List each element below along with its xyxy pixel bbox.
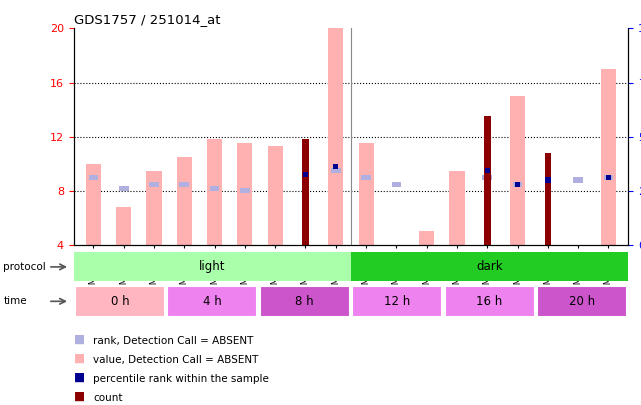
Bar [167, 286, 257, 317]
Text: 12 h: 12 h [384, 295, 410, 308]
Bar [328, 28, 344, 245]
Bar [351, 252, 628, 281]
Bar [260, 286, 350, 317]
Bar [177, 157, 192, 245]
Bar [268, 146, 283, 245]
Bar [445, 286, 535, 317]
Bar [604, 175, 613, 180]
Text: ■: ■ [74, 371, 85, 384]
Text: value, Detection Call = ABSENT: value, Detection Call = ABSENT [93, 355, 258, 365]
Text: 0 h: 0 h [111, 295, 129, 308]
Text: 8 h: 8 h [296, 295, 314, 308]
Text: protocol: protocol [3, 262, 46, 272]
Bar [210, 185, 219, 191]
Bar [352, 286, 442, 317]
Bar [237, 143, 253, 245]
Bar [601, 69, 616, 245]
Bar [333, 164, 338, 169]
Bar [515, 181, 520, 187]
Bar [88, 175, 98, 180]
Bar [537, 286, 627, 317]
Bar [179, 181, 189, 187]
Bar [545, 153, 551, 245]
Bar [75, 286, 165, 317]
Bar [358, 143, 374, 245]
Text: ■: ■ [74, 333, 85, 346]
Bar [303, 172, 308, 177]
Bar [513, 181, 522, 187]
Bar [149, 181, 159, 187]
Text: count: count [93, 393, 122, 403]
Text: ■: ■ [74, 390, 85, 403]
Bar [116, 207, 131, 245]
Bar [362, 175, 371, 180]
Bar [240, 188, 250, 194]
Bar [606, 175, 611, 180]
Bar [392, 181, 401, 187]
Bar [485, 168, 490, 173]
Bar [484, 116, 490, 245]
Bar [545, 177, 551, 183]
Bar [74, 252, 351, 281]
Text: 16 h: 16 h [476, 295, 503, 308]
Bar [207, 139, 222, 245]
Bar [483, 175, 492, 180]
Text: 20 h: 20 h [569, 295, 595, 308]
Text: dark: dark [476, 260, 503, 273]
Bar [510, 96, 525, 245]
Text: GDS1757 / 251014_at: GDS1757 / 251014_at [74, 13, 221, 26]
Text: time: time [3, 296, 27, 306]
Bar [331, 168, 340, 173]
Bar [573, 177, 583, 183]
Bar [419, 232, 434, 245]
Bar [302, 139, 309, 245]
Bar [86, 164, 101, 245]
Text: light: light [199, 260, 226, 273]
Text: rank, Detection Call = ABSENT: rank, Detection Call = ABSENT [93, 336, 253, 346]
Text: ■: ■ [74, 352, 85, 365]
Bar [119, 185, 129, 191]
Text: percentile rank within the sample: percentile rank within the sample [93, 374, 269, 384]
Bar [146, 171, 162, 245]
Text: 4 h: 4 h [203, 295, 222, 308]
Bar [449, 171, 465, 245]
